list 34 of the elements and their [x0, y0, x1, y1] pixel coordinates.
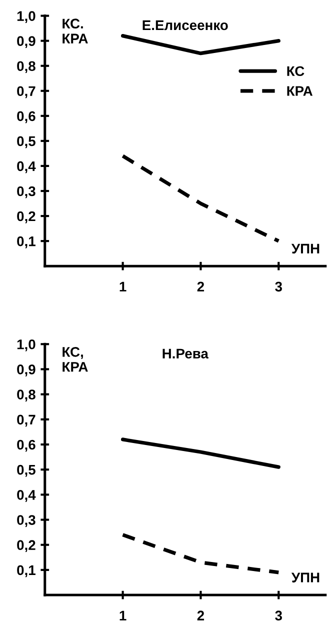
y-tick-label: 0,3 — [17, 515, 36, 527]
y-axis-title: КС. КРА — [62, 18, 88, 44]
y-tick-label: 0,6 — [17, 440, 36, 452]
chart-title: Е.Елисеенко — [142, 20, 228, 30]
x-tick-label: 2 — [197, 610, 204, 620]
x-axis-title: УПН — [291, 244, 320, 254]
y-tick-label: 0,9 — [17, 36, 36, 48]
x-tick-label: 1 — [120, 282, 126, 292]
y-tick-label: 0,4 — [17, 490, 36, 502]
legend-label: КС — [287, 66, 304, 76]
y-tick-label: 0,8 — [17, 61, 36, 74]
y-tick-label: 0,5 — [17, 464, 36, 477]
y-tick-label: 0,2 — [17, 540, 36, 552]
y-tick-label: 0,1 — [17, 236, 36, 248]
y-tick-label: 0,7 — [17, 414, 36, 427]
y-tick-label: 0,9 — [17, 364, 36, 376]
legend-label: КРА — [287, 86, 313, 96]
y-tick-label: 1,0 — [17, 11, 36, 23]
x-axis-title: УПН — [291, 572, 320, 582]
y-tick-label: 0,2 — [17, 211, 36, 224]
chart-title: Н.Рева — [162, 348, 209, 359]
y-tick-label: 0,7 — [17, 86, 36, 98]
y-tick-label: 0,3 — [17, 186, 36, 198]
x-tick-label: 1 — [120, 610, 126, 620]
x-tick-label: 2 — [197, 282, 204, 292]
y-tick-label: 0,1 — [17, 565, 36, 578]
y-tick-label: 1,0 — [17, 339, 36, 352]
y-axis-title: КС, КРА — [62, 347, 88, 372]
x-tick-label: 3 — [275, 282, 282, 292]
y-tick-label: 0,6 — [17, 111, 36, 124]
y-tick-label: 0,4 — [17, 161, 36, 174]
y-tick-label: 0,5 — [17, 136, 36, 148]
x-tick-label: 3 — [275, 610, 282, 621]
y-tick-label: 0,8 — [17, 390, 36, 402]
